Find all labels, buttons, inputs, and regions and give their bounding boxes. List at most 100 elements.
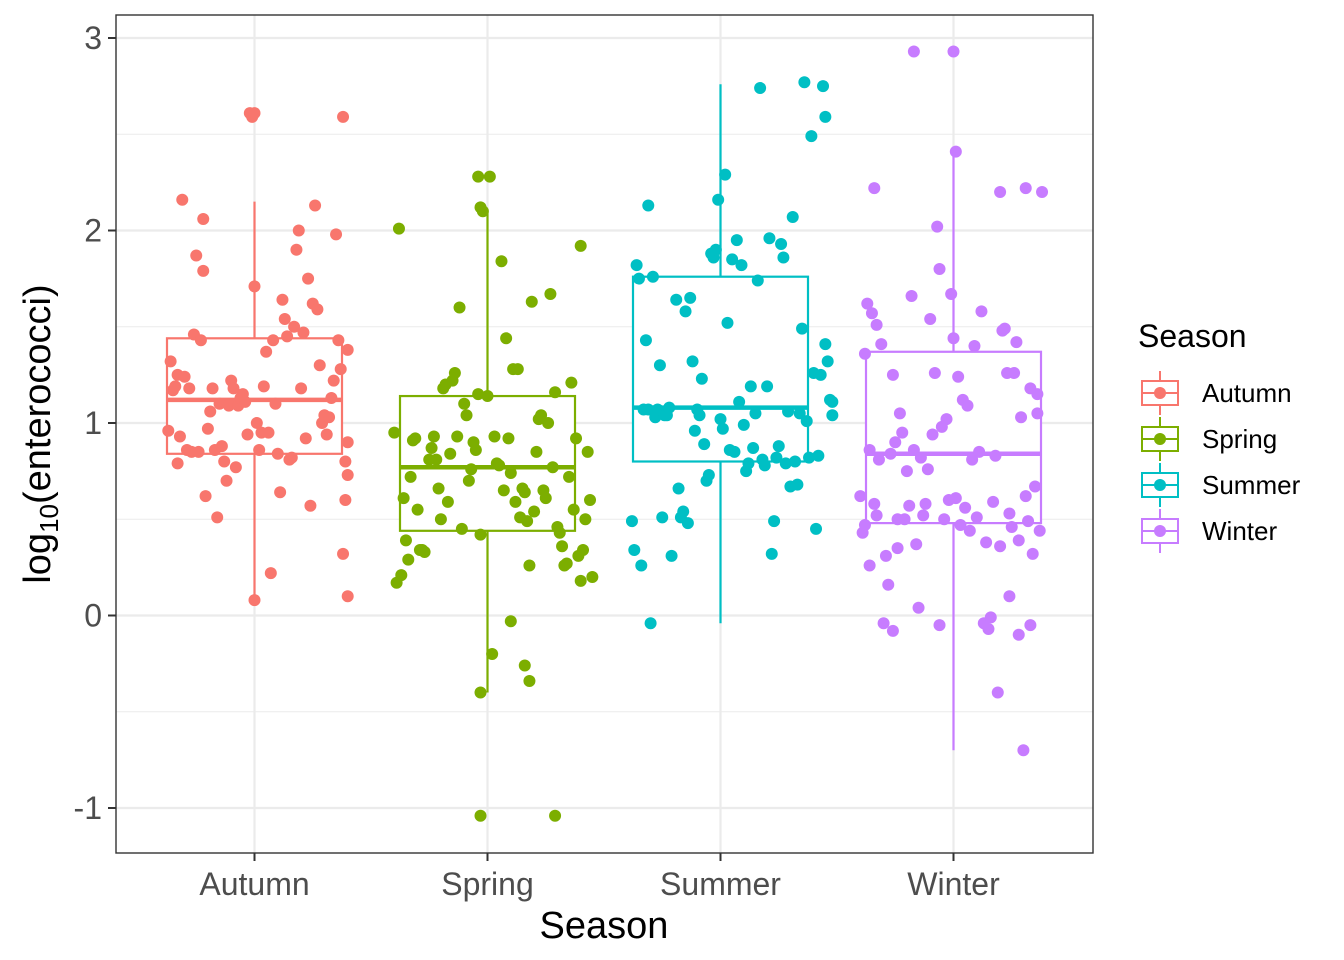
data-point: [546, 461, 559, 474]
data-point: [213, 397, 226, 410]
legend-label: Winter: [1202, 516, 1277, 546]
data-point: [493, 459, 506, 472]
data-point: [511, 363, 524, 376]
y-tick-label: 1: [84, 405, 102, 441]
data-point: [1031, 407, 1044, 420]
y-tick-label: -1: [74, 790, 102, 826]
data-point: [858, 519, 871, 532]
data-point: [765, 547, 778, 560]
data-point: [262, 426, 275, 439]
data-point: [677, 505, 690, 518]
data-point: [698, 438, 711, 451]
data-point: [523, 559, 536, 572]
data-point: [1019, 490, 1032, 503]
data-point: [570, 432, 583, 445]
data-point: [945, 288, 958, 301]
data-point: [1033, 524, 1046, 537]
data-point: [579, 513, 592, 526]
data-point: [854, 490, 867, 503]
data-point: [171, 457, 184, 470]
data-point: [891, 542, 904, 555]
data-point: [427, 430, 440, 443]
data-point: [889, 436, 902, 449]
data-point: [1010, 336, 1023, 349]
data-point: [968, 340, 981, 352]
data-point: [798, 76, 811, 89]
data-point: [805, 130, 818, 143]
data-point: [991, 686, 1004, 699]
data-point: [670, 293, 683, 306]
data-point: [222, 399, 235, 412]
data-point: [465, 463, 478, 476]
data-point: [320, 428, 333, 441]
data-point: [819, 110, 832, 123]
data-point: [334, 363, 347, 376]
axis-layer: -1 0 1 2 3 Autumn Spring Summer Winter: [74, 20, 1001, 902]
data-point: [215, 440, 228, 453]
data-point: [462, 474, 475, 487]
data-point: [567, 503, 580, 516]
data-point: [872, 453, 885, 466]
data-point: [504, 615, 517, 628]
data-point: [751, 274, 764, 287]
data-point: [1019, 182, 1032, 195]
data-point: [332, 334, 345, 347]
data-point: [791, 478, 804, 491]
data-point: [952, 370, 965, 383]
data-point: [563, 470, 576, 483]
data-point: [726, 253, 739, 266]
data-point: [812, 449, 825, 462]
data-point: [793, 407, 806, 420]
data-point: [292, 224, 305, 237]
data-point: [288, 320, 301, 333]
data-point: [430, 453, 443, 466]
data-point: [250, 417, 263, 429]
data-point: [630, 259, 643, 272]
data-point: [998, 322, 1011, 335]
data-point: [693, 409, 706, 422]
data-point: [392, 222, 405, 235]
data-point: [761, 380, 774, 393]
data-point: [628, 544, 641, 557]
data-point: [903, 499, 916, 512]
data-point: [779, 457, 792, 470]
data-point: [299, 432, 312, 445]
y-tick-label: 0: [84, 598, 102, 634]
data-point: [656, 511, 669, 524]
data-point: [721, 316, 734, 329]
data-point: [302, 272, 315, 285]
data-point: [917, 509, 930, 522]
data-point: [257, 380, 270, 393]
data-point: [253, 443, 266, 456]
data-point: [688, 424, 701, 437]
data-point: [274, 486, 287, 499]
point-layer: [162, 45, 1049, 822]
data-point: [556, 540, 569, 553]
points-summer: [625, 76, 839, 630]
data-point: [409, 432, 422, 445]
data-point: [810, 522, 823, 535]
data-point: [432, 482, 445, 495]
data-point: [663, 401, 676, 414]
data-point: [632, 272, 645, 285]
data-point: [397, 492, 410, 505]
data-point: [290, 243, 303, 256]
data-point: [325, 391, 338, 404]
data-point: [388, 426, 401, 439]
data-point: [402, 553, 415, 566]
data-point: [817, 80, 830, 93]
data-point: [947, 332, 960, 345]
data-point: [264, 567, 277, 580]
data-point: [418, 545, 431, 558]
data-point: [574, 239, 587, 252]
data-point: [518, 659, 531, 672]
data-point: [821, 355, 834, 368]
data-point: [695, 372, 708, 385]
data-point: [472, 388, 485, 401]
data-point: [1015, 411, 1028, 424]
data-point: [737, 418, 750, 431]
data-point: [227, 382, 240, 395]
data-point: [297, 326, 310, 339]
data-point: [772, 440, 785, 453]
